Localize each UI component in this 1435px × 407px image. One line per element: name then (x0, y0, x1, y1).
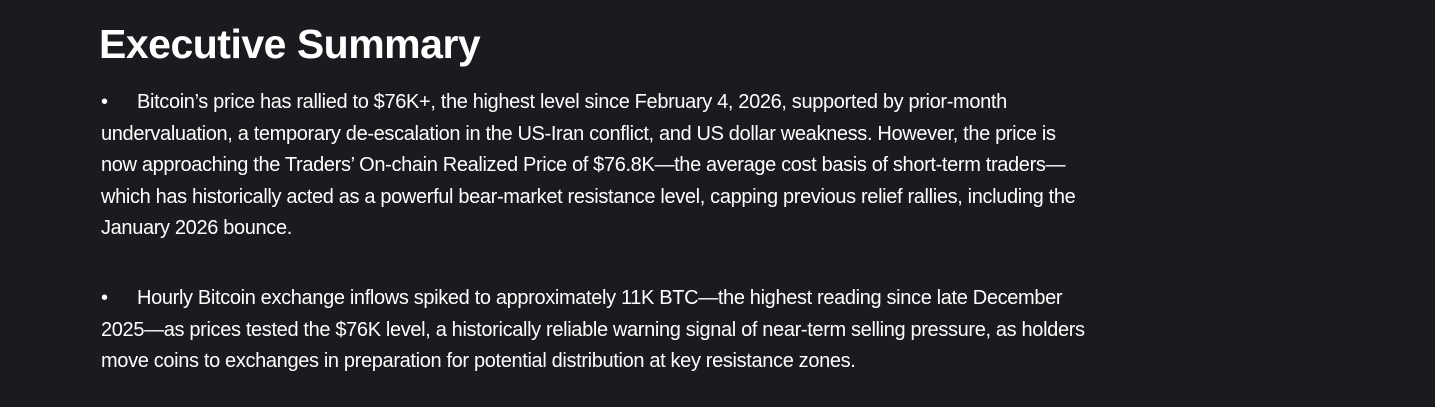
bullet-line: 2025—as prices tested the $76K level, a … (101, 318, 1085, 341)
section-title: Executive Summary (99, 21, 481, 67)
bullet-icon: • (101, 287, 108, 309)
bullet-line: undervaluation, a temporary de-escalatio… (101, 122, 1056, 145)
bullet-line: • Bitcoin’s price has rallied to $76K+, t… (101, 87, 1401, 119)
bullet-line: • Hourly Bitcoin exchange inflows spiked … (101, 283, 1401, 315)
summary-bullet-1: • Bitcoin’s price has rallied to $76K+, t… (101, 87, 1401, 245)
bullet-icon: • (101, 91, 108, 113)
bullet-line: move coins to exchanges in preparation f… (101, 350, 856, 372)
bullet-line: now approaching the Traders’ On-chain Re… (101, 154, 1066, 176)
summary-bullet-2: • Hourly Bitcoin exchange inflows spiked … (101, 283, 1401, 378)
bullet-line: which has historically acted as a powerf… (101, 185, 1076, 208)
bullet-line: January 2026 bounce. (101, 217, 292, 239)
